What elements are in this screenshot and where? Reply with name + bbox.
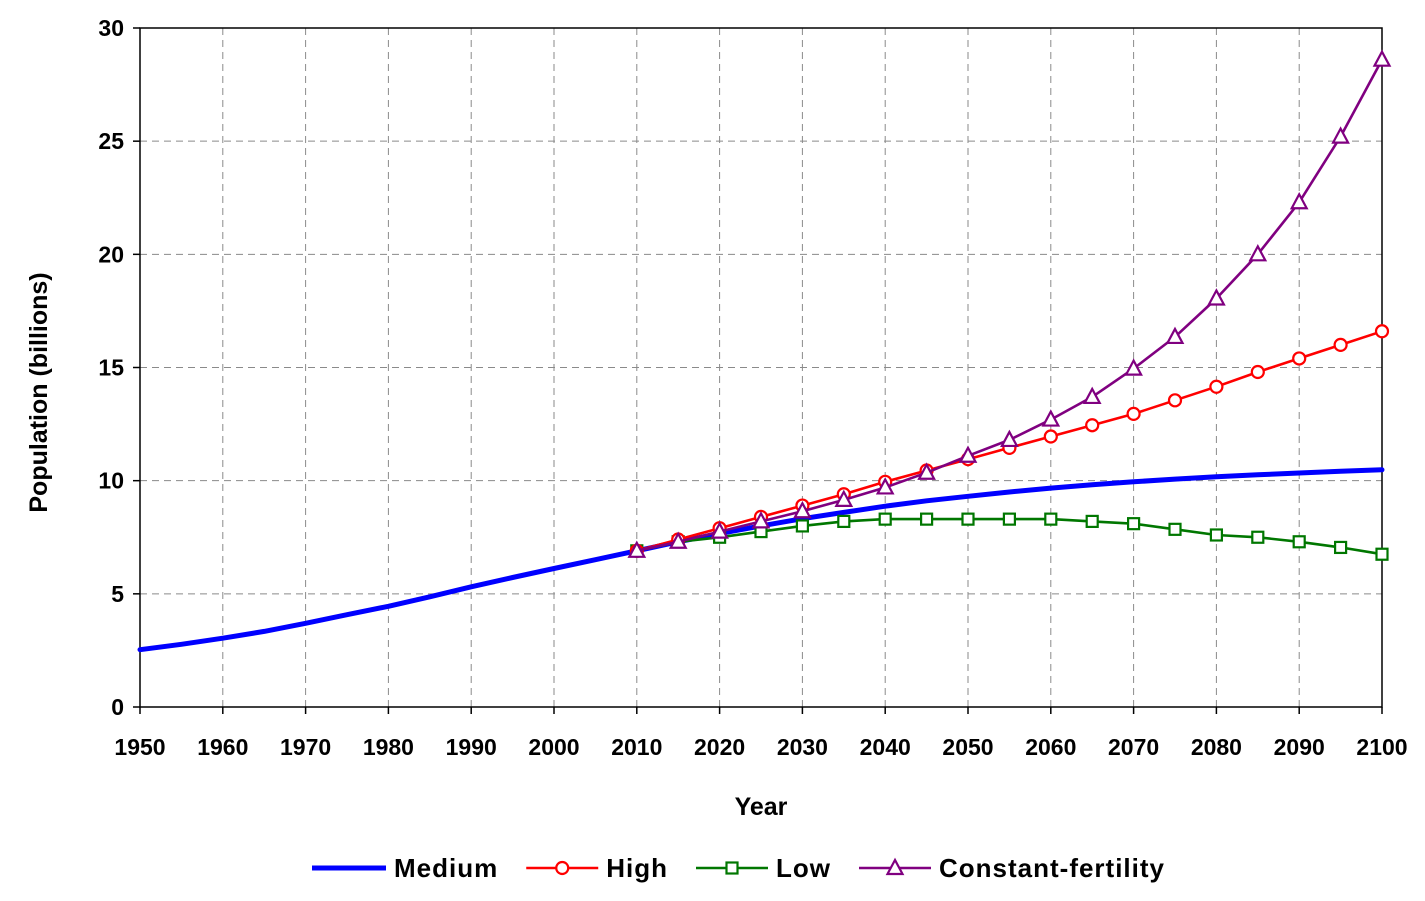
data-point-constant-fertility (710, 521, 729, 539)
data-point-high (1292, 351, 1307, 366)
data-point-constant-fertility (834, 489, 854, 508)
data-point-constant-fertility (751, 511, 771, 529)
x-tick-label: 1990 (446, 734, 497, 760)
data-point-constant-fertility (1289, 191, 1309, 210)
legend-label: Constant-fertility (939, 853, 1165, 883)
data-point-constant-fertility (1041, 409, 1061, 427)
y-tick-label: 5 (111, 581, 124, 607)
data-point-high (1374, 324, 1390, 339)
data-point-constant-fertility (793, 500, 812, 519)
data-point-low (1333, 540, 1348, 555)
data-point-low (837, 514, 851, 529)
data-point-constant-fertility (1165, 326, 1185, 345)
data-point-low (1085, 514, 1099, 529)
series-medium (137, 467, 1385, 653)
data-point-constant-fertility (1248, 244, 1268, 262)
x-tick-label: 2100 (1356, 734, 1407, 760)
legend-label: High (606, 853, 668, 883)
legend-label: Low (776, 853, 831, 883)
legend-item-medium: Medium (312, 853, 498, 883)
data-point-constant-fertility (875, 477, 895, 495)
x-tick-label: 1980 (363, 734, 414, 760)
series (137, 49, 1392, 653)
grid (140, 28, 1382, 707)
legend-item-low: Low (696, 853, 831, 883)
y-tick-label: 10 (98, 468, 124, 494)
legend-item-constant-fertility: Constant-fertility (859, 853, 1165, 883)
data-point-constant-fertility (1124, 358, 1143, 376)
data-point-high (1085, 418, 1100, 433)
data-point-high (1167, 393, 1183, 408)
data-point-high (1250, 364, 1265, 380)
data-point-constant-fertility (1082, 386, 1102, 405)
data-point-constant-fertility (1372, 49, 1392, 67)
data-point-low (1375, 547, 1389, 561)
y-tick-label: 30 (98, 15, 124, 41)
data-point-low (1251, 530, 1265, 544)
y-tick-label: 25 (98, 128, 124, 154)
series-line-medium (137, 467, 1385, 653)
x-tick-label: 2090 (1274, 734, 1325, 760)
y-tick-label: 20 (98, 241, 124, 267)
legend-label: Medium (394, 853, 498, 883)
legend-item-high: High (526, 853, 668, 883)
data-point-constant-fertility (1207, 288, 1226, 306)
data-point-low (961, 512, 975, 526)
y-axis-title: Population (billions) (25, 272, 53, 512)
legend-marker (885, 857, 905, 876)
x-tick-label: 2050 (942, 734, 993, 760)
data-point-high (1333, 337, 1348, 352)
data-point-low (795, 519, 810, 533)
data-point-constant-fertility (1331, 126, 1350, 144)
data-point-constant-fertility (958, 445, 978, 463)
x-tick-label: 1970 (280, 734, 331, 760)
x-tick-label: 2000 (528, 734, 579, 760)
x-tick-label: 2080 (1191, 734, 1242, 760)
x-axis-title: Year (735, 793, 788, 821)
legend-marker (555, 860, 570, 876)
data-point-low (1292, 535, 1306, 549)
x-tick-label: 1950 (114, 734, 165, 760)
series-line-constant-fertility (635, 58, 1384, 553)
legend: Medium High Low Constant-fertility (312, 853, 1165, 883)
legend-marker (725, 861, 739, 875)
data-point-high (1043, 429, 1058, 444)
data-point-constant-fertility (1000, 429, 1019, 448)
data-point-low (1044, 512, 1058, 526)
data-point-constant-fertility (668, 531, 688, 549)
x-tick-label: 2070 (1108, 734, 1159, 760)
axes: 1950 1960 1970 1980 1990 2000 2010 2020 2030 2040… (98, 15, 1407, 760)
series-constant-fertility (627, 49, 1392, 558)
data-point-low (1168, 522, 1182, 536)
y-tick-label: 15 (98, 355, 124, 381)
data-point-low (1209, 528, 1224, 542)
x-tick-label: 2040 (860, 734, 911, 760)
data-point-low (1002, 512, 1017, 526)
data-point-low (1126, 517, 1141, 531)
data-point-constant-fertility (917, 462, 936, 480)
x-tick-label: 2020 (694, 734, 745, 760)
y-tick-label: 0 (111, 694, 124, 720)
x-tick-label: 2010 (611, 734, 662, 760)
data-point-constant-fertility (627, 540, 647, 558)
x-tick-label: 2030 (777, 734, 828, 760)
x-tick-label: 1960 (197, 734, 248, 760)
data-point-high (1126, 406, 1141, 421)
data-point-high (1209, 379, 1224, 394)
x-tick-label: 2060 (1025, 734, 1076, 760)
data-point-low (919, 512, 934, 526)
data-point-low (878, 512, 892, 526)
